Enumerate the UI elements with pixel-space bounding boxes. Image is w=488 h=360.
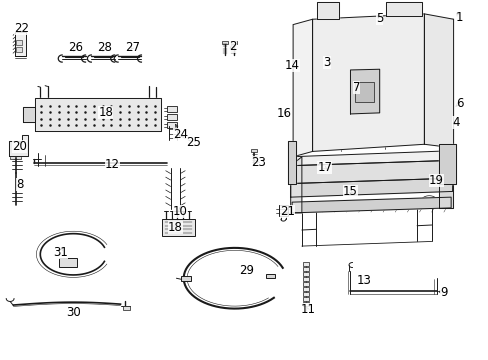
- Bar: [162, 219, 195, 237]
- Bar: [278, 205, 287, 216]
- Polygon shape: [350, 69, 379, 114]
- Text: 4: 4: [451, 116, 459, 129]
- Polygon shape: [290, 157, 301, 213]
- Text: 14: 14: [284, 59, 299, 72]
- Text: 11: 11: [300, 303, 315, 316]
- Polygon shape: [438, 144, 455, 184]
- Text: 6: 6: [455, 97, 462, 110]
- Text: 3: 3: [323, 55, 330, 69]
- Polygon shape: [290, 151, 452, 166]
- Polygon shape: [292, 19, 312, 157]
- Bar: [16, 40, 22, 45]
- Polygon shape: [23, 108, 35, 122]
- Text: 10: 10: [173, 205, 187, 218]
- Bar: [222, 41, 227, 44]
- Bar: [302, 292, 308, 296]
- Bar: [355, 82, 373, 102]
- Bar: [302, 287, 308, 291]
- Bar: [302, 282, 308, 286]
- Text: 26: 26: [68, 41, 82, 54]
- Text: 15: 15: [343, 185, 357, 198]
- Bar: [15, 32, 26, 56]
- Text: 5: 5: [375, 12, 383, 25]
- Text: 18: 18: [98, 106, 113, 120]
- Text: 25: 25: [185, 136, 201, 149]
- Text: 29: 29: [239, 264, 254, 276]
- Polygon shape: [291, 197, 450, 213]
- Text: 1: 1: [455, 10, 462, 24]
- Bar: [122, 306, 130, 310]
- Polygon shape: [438, 160, 452, 208]
- Text: 9: 9: [439, 286, 447, 299]
- Bar: [302, 302, 308, 306]
- Bar: [302, 262, 308, 266]
- Text: 21: 21: [279, 205, 294, 218]
- Bar: [230, 41, 236, 44]
- Polygon shape: [9, 135, 28, 156]
- Text: 2: 2: [228, 40, 236, 53]
- Text: 22: 22: [14, 22, 29, 35]
- Bar: [181, 276, 191, 281]
- Bar: [302, 297, 308, 301]
- Bar: [166, 106, 177, 112]
- Text: 18: 18: [168, 221, 183, 234]
- Text: 13: 13: [355, 274, 370, 287]
- Bar: [10, 155, 21, 159]
- Bar: [302, 277, 308, 281]
- Bar: [166, 122, 177, 128]
- Polygon shape: [290, 160, 452, 184]
- Text: 19: 19: [428, 174, 443, 187]
- Bar: [251, 149, 257, 152]
- Text: 23: 23: [250, 156, 265, 169]
- Bar: [166, 113, 177, 120]
- Bar: [302, 267, 308, 271]
- Polygon shape: [35, 98, 161, 131]
- Text: 16: 16: [276, 107, 291, 120]
- Text: 27: 27: [125, 41, 140, 54]
- Bar: [266, 274, 275, 278]
- Text: 17: 17: [317, 161, 331, 174]
- Text: 20: 20: [12, 140, 27, 153]
- Polygon shape: [287, 141, 295, 184]
- Text: 28: 28: [97, 41, 112, 54]
- Text: 8: 8: [16, 178, 23, 191]
- Text: 30: 30: [66, 306, 81, 319]
- Text: 31: 31: [53, 246, 68, 258]
- Text: 24: 24: [172, 128, 187, 141]
- Bar: [59, 258, 77, 267]
- Polygon shape: [317, 2, 339, 19]
- Polygon shape: [290, 178, 452, 197]
- Bar: [302, 272, 308, 276]
- Text: 12: 12: [104, 158, 120, 171]
- Polygon shape: [385, 2, 421, 17]
- Polygon shape: [312, 14, 424, 152]
- Polygon shape: [424, 14, 453, 148]
- Text: 7: 7: [352, 81, 359, 94]
- Bar: [16, 47, 22, 52]
